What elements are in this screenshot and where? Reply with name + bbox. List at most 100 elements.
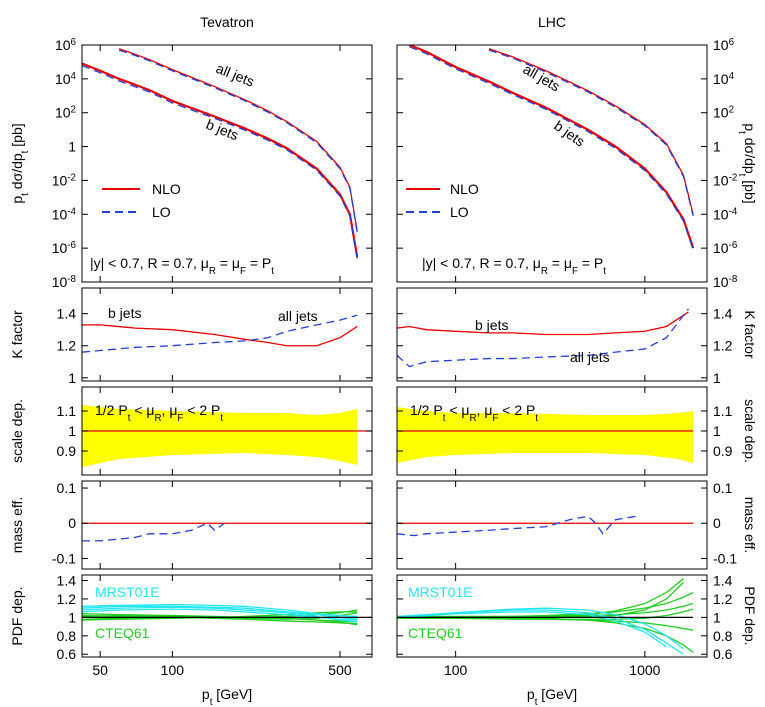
- annotation: b jets: [108, 305, 141, 321]
- x-tick-label: 1000: [629, 662, 660, 678]
- annotation: 1/2 Pt < μR, μF < 2 Pt: [410, 402, 538, 424]
- column-title: LHC: [538, 14, 566, 30]
- uncertainty-band: [397, 407, 694, 463]
- y-axis-label: pt dσ/dpt [pb]: [9, 123, 31, 203]
- y-tick-label: 1.1: [57, 403, 77, 419]
- annotation: |y| < 0.7, R = 0.7, μR = μF = Pt: [90, 255, 274, 277]
- plot-area: [397, 308, 689, 368]
- y-tick-label: 1.4: [713, 306, 733, 322]
- curve: [488, 49, 694, 217]
- curve: [82, 611, 358, 621]
- y-axis-label: pt dσ/dpt [pb]: [737, 123, 759, 203]
- y-tick-label: 1.1: [713, 403, 733, 419]
- y-tick-label: -0.1: [52, 550, 76, 566]
- annotation: 1/2 Pt < μR, μF < 2 Pt: [95, 402, 223, 424]
- legend-label: CTEQ61: [408, 625, 463, 641]
- y-tick-label: 1: [68, 423, 76, 439]
- annotation: all jets: [570, 349, 610, 365]
- y-tick-label: 1.4: [57, 306, 77, 322]
- y-axis-label: K factor: [9, 310, 25, 359]
- x-tick-label: 50: [92, 662, 108, 678]
- y-tick-label: 102: [713, 104, 734, 121]
- y-tick-label: 1: [68, 370, 76, 386]
- plot-area: [397, 515, 694, 537]
- x-tick-label: 100: [444, 662, 468, 678]
- y-tick-label: 0: [68, 515, 76, 531]
- y-tick-label: 1.2: [57, 591, 77, 607]
- y-axis-label: mass eff.: [9, 497, 25, 554]
- y-tick-label: 1: [713, 423, 721, 439]
- panel-frame: [396, 287, 708, 382]
- plot-area: [409, 45, 695, 250]
- y-axis-label: scale dep.: [9, 399, 25, 463]
- panel-frame: [396, 480, 708, 570]
- y-tick-label: 0.6: [713, 646, 733, 662]
- curve: [82, 608, 358, 621]
- plot-area: [82, 48, 359, 259]
- y-tick-label: 0.6: [57, 646, 77, 662]
- annotation: all jets: [214, 60, 257, 90]
- y-tick-label: 10-2: [52, 172, 76, 189]
- x-axis-label: pt [GeV]: [527, 686, 577, 707]
- y-tick-label: 10-8: [713, 274, 738, 291]
- y-tick-label: 10-4: [713, 206, 738, 223]
- y-axis-label: PDF dep.: [9, 586, 25, 645]
- y-tick-label: 106: [55, 37, 77, 54]
- curve: [118, 48, 358, 232]
- legend-label: MRST01E: [95, 584, 160, 600]
- panel-frame: [81, 287, 373, 382]
- plot-area: [82, 405, 372, 467]
- legend-label: MRST01E: [408, 584, 473, 600]
- legend-label: CTEQ61: [95, 625, 150, 641]
- y-tick-label: 1.2: [713, 338, 733, 354]
- curve: [82, 324, 358, 347]
- legend-label: LO: [450, 204, 469, 220]
- plot-area: [397, 407, 694, 463]
- y-tick-label: 1: [713, 609, 721, 625]
- curve: [397, 515, 637, 537]
- y-axis-label: scale dep.: [742, 399, 758, 463]
- y-tick-label: 10-6: [52, 240, 77, 257]
- y-tick-label: 0.1: [713, 480, 733, 496]
- uncertainty-band: [82, 405, 358, 467]
- y-tick-label: 0.8: [713, 628, 733, 644]
- y-tick-label: 104: [713, 70, 735, 87]
- y-tick-label: 1.2: [713, 591, 733, 607]
- panel-frame: [81, 480, 373, 570]
- plot-area: [82, 522, 372, 542]
- y-axis-label: PDF dep.: [742, 586, 758, 645]
- y-axis-label: K factor: [742, 310, 758, 359]
- panel-frame: [396, 574, 708, 658]
- y-tick-label: 0.9: [713, 443, 733, 459]
- annotation: |y| < 0.7, R = 0.7, μR = μF = Pt: [422, 255, 606, 277]
- x-tick-label: 500: [328, 662, 352, 678]
- column-title: Tevatron: [200, 14, 254, 30]
- curve: [82, 522, 225, 542]
- panel-frame: [81, 44, 373, 283]
- y-tick-label: 1: [68, 139, 76, 155]
- y-tick-label: -0.1: [713, 550, 737, 566]
- plot-area: [82, 314, 358, 353]
- y-tick-label: 1: [68, 609, 76, 625]
- curve: [409, 46, 694, 250]
- panel-frame: [81, 574, 373, 658]
- legend-label: LO: [152, 204, 171, 220]
- y-tick-label: 0: [713, 515, 721, 531]
- curve: [397, 607, 684, 650]
- curve: [82, 603, 358, 618]
- y-tick-label: 1: [713, 139, 721, 155]
- curve: [82, 605, 358, 620]
- y-tick-label: 1.2: [57, 338, 77, 354]
- y-tick-label: 1.4: [713, 573, 733, 589]
- annotation: all jets: [278, 308, 318, 324]
- y-tick-label: 1.4: [57, 573, 77, 589]
- annotation: b jets: [551, 117, 588, 149]
- curve: [409, 45, 695, 249]
- y-tick-label: 10-8: [52, 274, 77, 291]
- legend-label: NLO: [152, 181, 181, 197]
- annotation: all jets: [521, 61, 563, 95]
- curve: [397, 602, 694, 618]
- y-tick-label: 0.1: [57, 480, 77, 496]
